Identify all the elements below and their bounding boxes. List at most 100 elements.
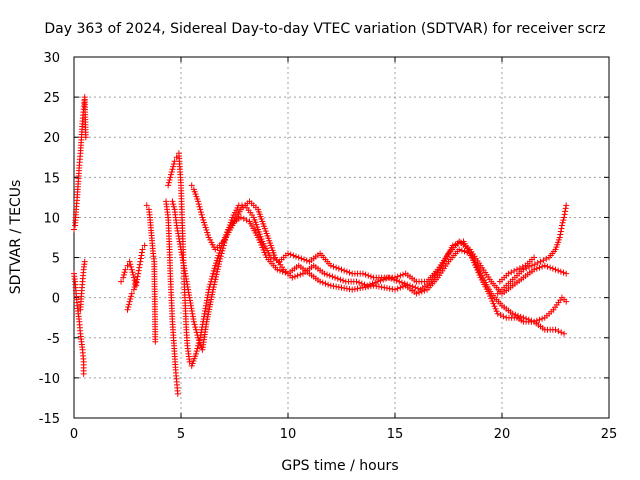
data-point-interp — [539, 315, 546, 322]
data-point-interp — [375, 283, 382, 290]
data-point-interp — [213, 271, 220, 278]
data-point — [124, 262, 131, 269]
data-point-interp — [341, 285, 348, 292]
data-point-interp — [125, 301, 132, 308]
data-point-interp — [136, 261, 143, 268]
data-point-interp — [455, 240, 462, 247]
data-point — [552, 266, 559, 273]
data-point-interp — [217, 255, 224, 262]
data-point — [349, 286, 356, 293]
data-point-interp — [416, 289, 423, 296]
data-point-interp — [290, 252, 297, 259]
data-point-interp — [555, 328, 562, 335]
data-point-interp — [209, 273, 216, 280]
data-point-interp — [168, 171, 175, 178]
data-point-interp — [346, 286, 353, 293]
data-point — [139, 246, 146, 253]
data-point — [563, 202, 570, 209]
data-point-interp — [558, 329, 565, 336]
y-tick-label: 20 — [43, 131, 60, 146]
data-point — [71, 226, 77, 233]
data-point-interp — [220, 245, 227, 252]
data-point-interp — [197, 209, 204, 216]
data-point-interp — [213, 260, 220, 267]
data-point-interp — [354, 285, 361, 292]
data-point-interp — [215, 263, 222, 270]
data-point-interp — [297, 271, 304, 278]
data-point — [563, 270, 570, 277]
data-point-interp — [346, 269, 353, 276]
data-point-interp — [493, 308, 500, 315]
data-point-interp — [383, 285, 390, 292]
data-point — [152, 338, 159, 345]
data-point — [216, 258, 223, 265]
y-tick-label: -5 — [47, 332, 60, 347]
data-point-interp — [475, 269, 482, 276]
data-point-interp — [560, 217, 567, 224]
data-point-interp — [213, 257, 220, 264]
data-point-interp — [205, 231, 212, 238]
y-tick-label: 30 — [43, 51, 60, 66]
data-point-interp — [533, 265, 540, 272]
x-tick-label: 15 — [387, 427, 404, 442]
tick-labels: 0 5 10 15 20 25 -15 -10 -5 0 5 10 15 20 25 30 — [39, 51, 618, 442]
x-tick-label: 20 — [494, 427, 511, 442]
data-point — [255, 234, 262, 241]
data-point — [374, 278, 381, 285]
data-point-interp — [404, 281, 411, 288]
y-tick-label: 5 — [52, 252, 60, 267]
data-point — [165, 182, 172, 189]
data-point-interp — [472, 262, 479, 269]
data-point — [135, 270, 142, 277]
data-point — [332, 274, 339, 281]
data-point-interp — [378, 284, 385, 291]
data-point-interp — [228, 216, 235, 223]
data-point-interp — [135, 267, 142, 274]
data-point-interp — [381, 284, 388, 291]
data-point — [385, 274, 392, 281]
data-point — [528, 262, 535, 269]
data-point-interp — [214, 266, 221, 273]
data-point-interp — [397, 272, 404, 279]
data-point-interp — [211, 278, 218, 285]
data-point — [126, 298, 133, 305]
data-point-interp — [214, 268, 221, 275]
data-point — [558, 222, 565, 229]
data-point-interp — [490, 300, 497, 307]
data-point-interp — [366, 281, 373, 288]
data-point-interp — [489, 298, 496, 305]
data-point-interp — [369, 280, 376, 287]
data-point-interp — [243, 217, 250, 224]
data-point — [364, 282, 371, 289]
data-point-interp — [198, 211, 205, 218]
data-point — [359, 270, 366, 277]
data-point — [192, 350, 199, 357]
data-point-interp — [334, 275, 341, 282]
data-point-interp — [128, 263, 135, 270]
data-point — [141, 242, 148, 249]
data-point-interp — [358, 280, 365, 287]
x-tick-label: 0 — [70, 427, 78, 442]
data-point-interp — [335, 284, 342, 291]
data-point — [133, 278, 140, 285]
data-point — [327, 282, 334, 289]
data-point — [513, 266, 520, 273]
data-point-interp — [325, 281, 332, 288]
data-point-interp — [301, 256, 308, 263]
data-point — [327, 262, 334, 269]
data-point-interp — [461, 248, 468, 255]
data-point-interp — [192, 324, 199, 331]
data-point-interp — [170, 163, 177, 170]
data-point — [81, 258, 88, 265]
y-tick-label: 25 — [43, 91, 60, 106]
data-point-interp — [204, 229, 211, 236]
data-point — [531, 266, 538, 273]
data-point — [353, 278, 360, 285]
data-point-interp — [128, 293, 135, 300]
data-point-interp — [474, 267, 481, 274]
data-point — [541, 262, 548, 269]
data-point-interp — [322, 280, 329, 287]
data-point — [556, 234, 563, 241]
data-point-interp — [549, 265, 556, 272]
data-point — [520, 266, 527, 273]
